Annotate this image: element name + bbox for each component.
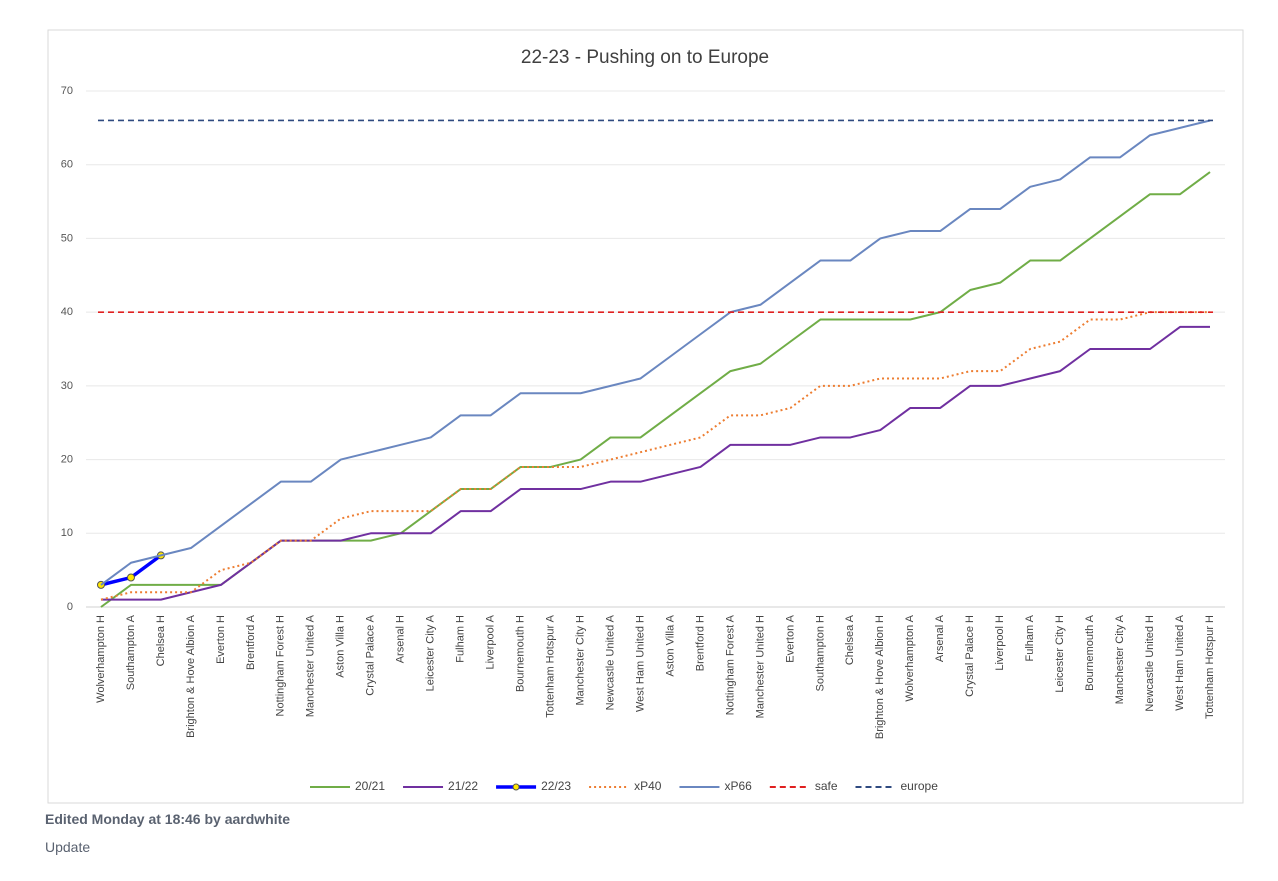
- x-tick-label: Liverpool A: [485, 614, 497, 669]
- x-tick-label: Brighton & Hove Albion A: [185, 614, 197, 738]
- legend-label: 21/22: [448, 779, 478, 793]
- x-tick-label: Brentford A: [245, 614, 257, 670]
- x-tick-label: Brentford H: [694, 615, 706, 671]
- series-line: [100, 311, 1211, 601]
- chart: 22-23 - Pushing on to Europe 0 10 20 30 40 50…: [47, 29, 1244, 804]
- y-tick-label: 50: [61, 232, 73, 244]
- x-tick-label: Crystal Palace H: [964, 615, 976, 697]
- x-tick-label: Everton A: [784, 614, 796, 662]
- x-tick-label: Arsenal H: [395, 615, 407, 663]
- y-tick-label: 30: [61, 380, 73, 392]
- x-tick-label: West Ham United A: [1174, 614, 1186, 710]
- x-tick-label: Crystal Palace A: [365, 614, 377, 695]
- x-tick-label: Fulham H: [455, 615, 467, 663]
- legend-label: 22/23: [541, 779, 571, 793]
- legend-label: xP40: [634, 779, 662, 793]
- x-tick-label: Wolverhampton H: [95, 615, 107, 703]
- y-tick-label: 10: [61, 527, 73, 539]
- legend-label: safe: [815, 779, 838, 793]
- x-tick-label: Nottingham Forest A: [724, 614, 736, 715]
- x-tick-label: Bournemouth A: [1084, 614, 1096, 690]
- y-tick-label: 40: [61, 306, 73, 318]
- series-line: [100, 119, 1211, 586]
- x-tick-label: Southampton H: [814, 615, 826, 691]
- x-tick-label: Tottenham Hotspur A: [544, 614, 556, 717]
- x-tick-label: Aston Villa A: [664, 614, 676, 676]
- x-tick-label: Manchester City A: [1114, 614, 1126, 704]
- point-marker: [126, 573, 135, 582]
- x-tick-label: Southampton A: [125, 614, 137, 690]
- x-tick-label: Fulham A: [1024, 614, 1036, 661]
- x-tick-label: Manchester City H: [574, 615, 586, 706]
- x-tick-label: Chelsea A: [844, 614, 856, 665]
- x-tick-label: Tottenham Hotspur H: [1204, 615, 1216, 719]
- x-tick-label: Newcastle United A: [604, 614, 616, 710]
- y-tick-label: 70: [61, 85, 73, 97]
- x-tick-label: Aston Villa H: [335, 615, 347, 678]
- x-tick-label: Brighton & Hove Albion H: [874, 615, 886, 739]
- y-tick-label: 20: [61, 453, 73, 465]
- x-tick-label: Everton H: [215, 615, 227, 664]
- x-tick-label: Manchester United A: [305, 614, 317, 717]
- x-tick-label: Chelsea H: [155, 615, 167, 666]
- x-tick-label: Arsenal A: [934, 614, 946, 662]
- chart-frame: [47, 29, 1244, 804]
- x-tick-label: Wolverhampton A: [904, 614, 916, 701]
- x-tick-label: Nottingham Forest H: [275, 615, 287, 717]
- legend-label: 20/21: [355, 779, 385, 793]
- x-tick-label: Leicester City A: [425, 614, 437, 691]
- x-tick-label: Leicester City H: [1054, 615, 1066, 693]
- y-tick-label: 60: [61, 159, 73, 171]
- y-tick-label: 0: [67, 601, 73, 613]
- x-tick-label: Newcastle United H: [1144, 615, 1156, 712]
- x-tick-label: West Ham United H: [634, 615, 646, 712]
- x-tick-label: Bournemouth H: [515, 615, 527, 692]
- legend-label: xP66: [724, 779, 752, 793]
- update-note: Update: [45, 839, 91, 855]
- legend-marker: [512, 783, 520, 791]
- chart-title: 22-23 - Pushing on to Europe: [521, 47, 769, 68]
- x-tick-label: Liverpool H: [994, 615, 1006, 671]
- legend-label: europe: [901, 779, 939, 793]
- x-tick-label: Manchester United H: [754, 615, 766, 718]
- edited-note: Edited Monday at 18:46 by aardwhite: [45, 811, 291, 827]
